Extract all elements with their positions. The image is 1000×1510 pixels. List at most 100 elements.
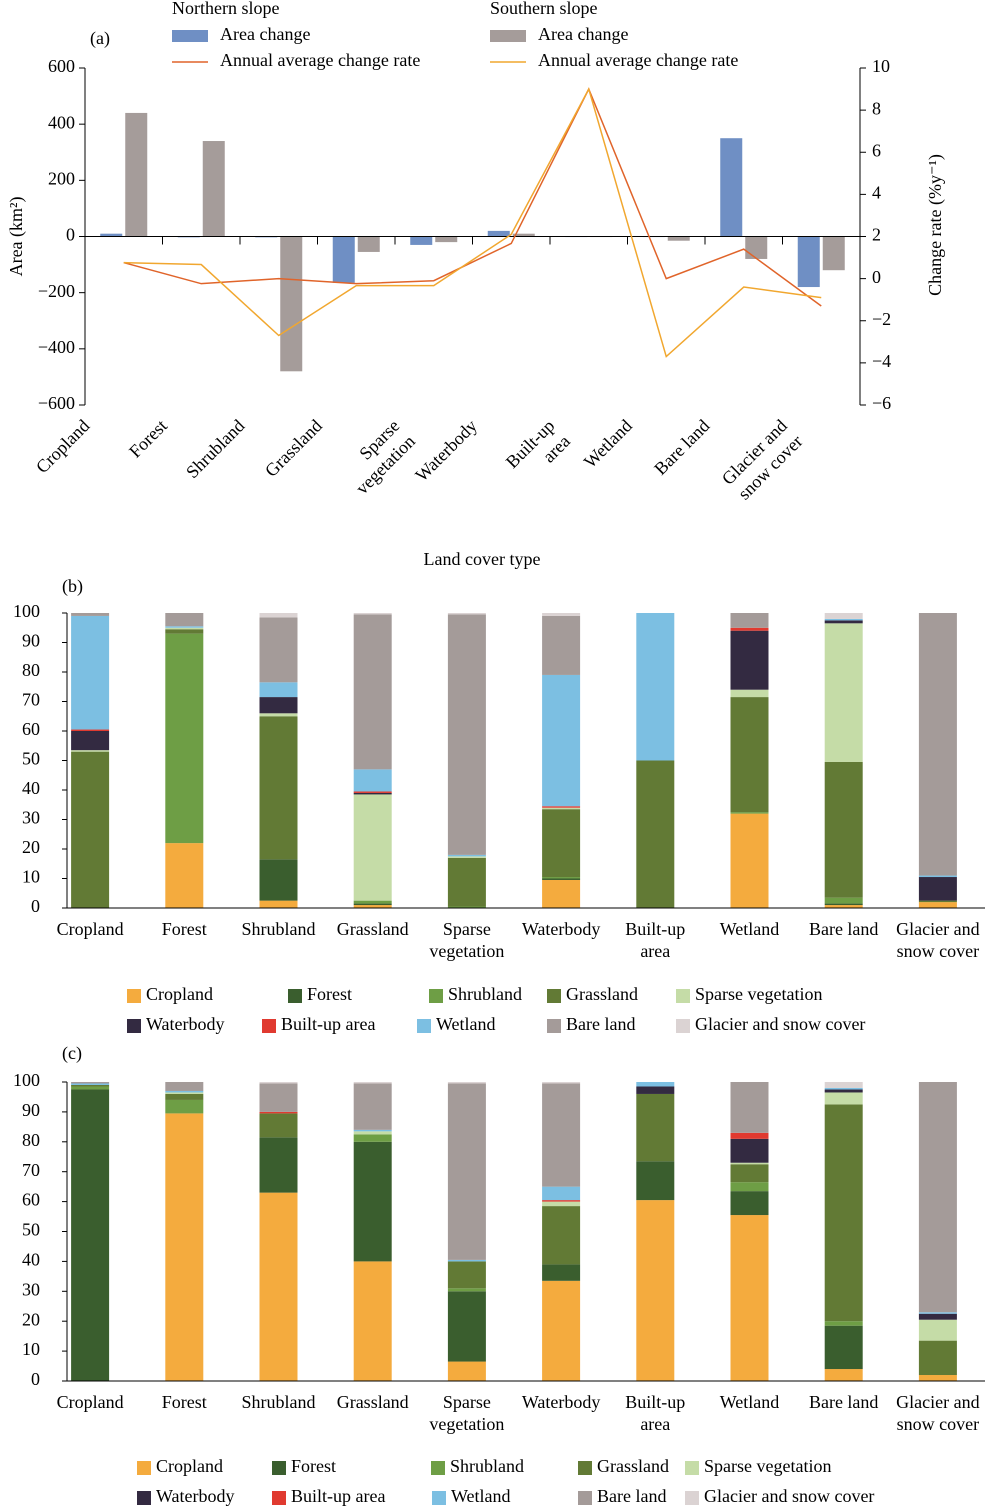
bar-segment xyxy=(165,1099,204,1114)
bar-segment xyxy=(447,1291,486,1362)
bar-segment xyxy=(730,630,769,690)
bar xyxy=(745,236,768,259)
bar-segment xyxy=(353,1082,392,1084)
bar-segment xyxy=(730,1164,769,1183)
bar-segment xyxy=(542,1201,581,1207)
bar-segment xyxy=(353,613,392,615)
bar-segment xyxy=(353,1129,392,1132)
bar-segment xyxy=(259,716,298,860)
bar-segment xyxy=(259,713,298,717)
legend-label: Area change xyxy=(220,24,310,44)
y2-tick-label: −6 xyxy=(872,393,891,413)
y-tick-label: 70 xyxy=(22,690,40,710)
x-tick-label: Bare land xyxy=(650,416,713,479)
bar-segment xyxy=(71,731,110,751)
label-line: Glacier and xyxy=(896,919,979,939)
legend-swatch xyxy=(272,1491,286,1505)
y2-axis-title: Change rate (%y⁻¹) xyxy=(925,154,946,296)
bar-segment xyxy=(165,613,204,627)
bar xyxy=(332,236,355,283)
y2-tick-label: 6 xyxy=(872,140,881,160)
bar-segment xyxy=(353,614,392,770)
bar-segment xyxy=(447,1288,486,1292)
bar-segment xyxy=(353,905,392,908)
x-tick-label: Glacier andsnow cover xyxy=(718,416,807,505)
y-axis-title: Area (km²) xyxy=(6,197,27,277)
bar xyxy=(125,112,148,237)
bar-segment xyxy=(636,1082,675,1087)
x-tick-label: Forest xyxy=(125,416,171,462)
bar-segment xyxy=(71,1083,110,1085)
legend-label: Cropland xyxy=(156,1456,223,1476)
legend-label: Annual average change rate xyxy=(220,50,420,70)
legend-label: Glacier and snow cover xyxy=(704,1486,874,1506)
y-tick-label: 90 xyxy=(22,1100,40,1120)
bar-segment xyxy=(730,1132,769,1139)
bar-segment xyxy=(259,1111,298,1114)
bar-segment xyxy=(259,859,298,901)
bar-segment xyxy=(730,627,769,631)
y-tick-label: 70 xyxy=(22,1160,40,1180)
bar-segment xyxy=(918,1340,957,1376)
bar-segment xyxy=(636,1093,675,1162)
y2-tick-label: 0 xyxy=(872,267,881,287)
bar-segment xyxy=(918,1082,957,1313)
bar-segment xyxy=(730,1215,769,1381)
legend-label: Shrubland xyxy=(450,1456,524,1476)
bar-segment xyxy=(447,854,486,857)
y-tick-label: 0 xyxy=(31,1369,40,1389)
bar-segment xyxy=(542,879,581,908)
bar-segment xyxy=(165,1113,204,1381)
y-tick-label: 40 xyxy=(22,1250,40,1270)
bar-segment xyxy=(730,697,769,813)
bar-segment xyxy=(447,857,486,907)
bar-segment xyxy=(824,620,863,624)
rate-line xyxy=(123,87,822,358)
bar-segment xyxy=(730,689,769,698)
legend-swatch xyxy=(262,1019,276,1033)
bar-segment xyxy=(542,615,581,675)
bar-segment xyxy=(353,769,392,792)
y-tick-label: 100 xyxy=(13,1070,40,1090)
bar-segment xyxy=(259,1082,298,1084)
bar-segment xyxy=(918,900,957,903)
bar-segment xyxy=(824,1104,863,1322)
legend-label: Built-up area xyxy=(281,1014,375,1034)
bar-segment xyxy=(542,809,581,878)
bar-segment xyxy=(259,1113,298,1138)
legend-swatch xyxy=(288,989,302,1003)
bar-segment xyxy=(353,900,392,904)
bar-segment xyxy=(542,806,581,808)
y-tick-label: 20 xyxy=(22,837,40,857)
y2-tick-label: 4 xyxy=(872,183,881,203)
bar-segment xyxy=(918,902,957,908)
bar-segment xyxy=(542,1280,581,1381)
x-tick-label: Waterbody xyxy=(522,1392,601,1412)
bar-segment xyxy=(165,633,204,844)
bar-segment xyxy=(918,613,957,876)
legend-label: Sparse vegetation xyxy=(695,984,822,1004)
x-tick-label: Grassland xyxy=(261,416,326,481)
bar-segment xyxy=(730,1162,769,1165)
y-tick-label: 80 xyxy=(22,1130,40,1150)
y2-tick-label: −4 xyxy=(872,351,891,371)
bar-segment xyxy=(259,1137,298,1193)
bar-segment xyxy=(542,1264,581,1281)
bar-segment xyxy=(730,1138,769,1163)
legend-label: Cropland xyxy=(146,984,213,1004)
x-tick-label: Forest xyxy=(162,1392,207,1412)
bar-segment xyxy=(918,1312,957,1314)
legend-label: Grassland xyxy=(597,1456,669,1476)
bar xyxy=(487,230,510,237)
bar-segment xyxy=(353,1131,392,1135)
bar-segment xyxy=(918,877,957,901)
x-tick-label: Grassland xyxy=(337,1392,409,1412)
legend-label: Wetland xyxy=(436,1014,496,1034)
bar-segment xyxy=(824,897,863,904)
y-tick-label: 0 xyxy=(31,896,40,916)
